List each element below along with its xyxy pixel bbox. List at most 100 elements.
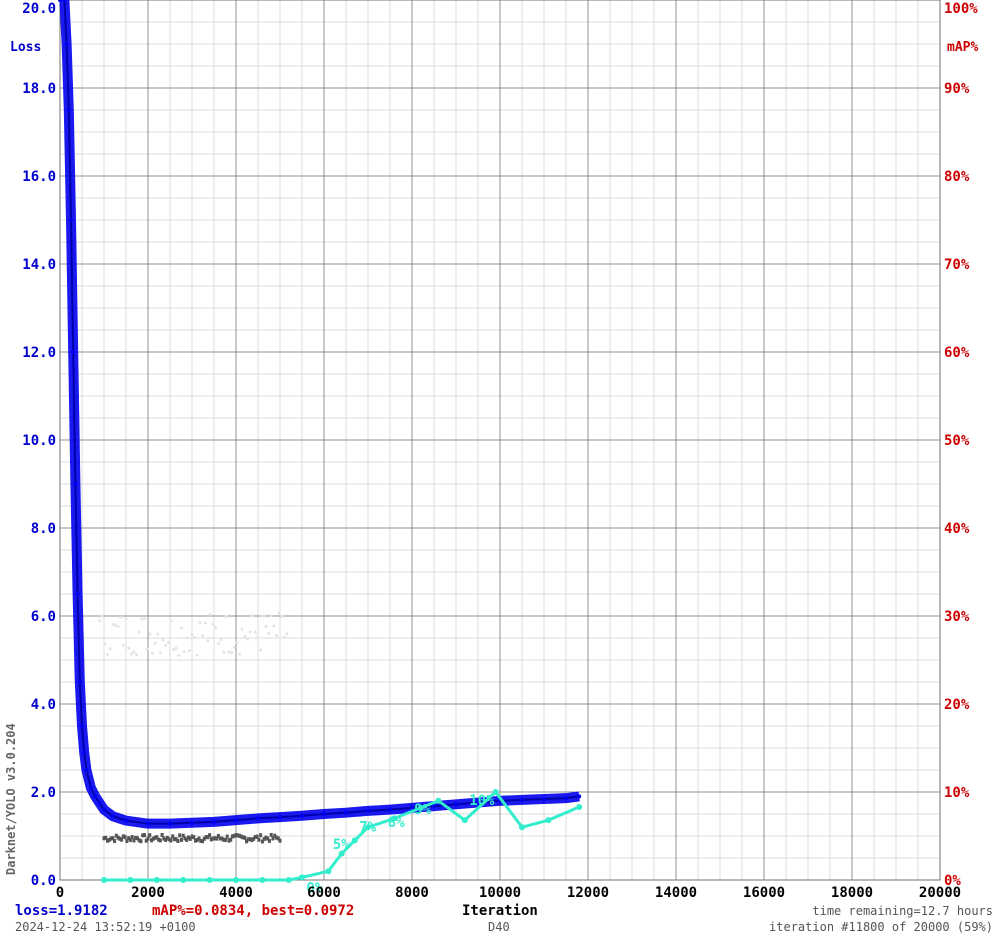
map-point xyxy=(101,877,107,883)
ghost-point xyxy=(199,838,203,843)
ghost-point xyxy=(111,622,115,626)
x-tick-label: 2000 xyxy=(131,885,165,901)
loss-point xyxy=(564,796,568,801)
ghost-point xyxy=(145,647,149,651)
ghost-point xyxy=(232,833,236,838)
loss-point xyxy=(146,821,150,826)
right-axis-ticks: 0% 10% 20% 30% 40% 50% 60% 70% 80% 90% 100% xyxy=(944,1,978,889)
ghost-point xyxy=(253,630,257,634)
ghost-point xyxy=(98,619,102,623)
loss-point xyxy=(82,750,87,755)
ghost-point xyxy=(111,836,115,841)
ghost-point xyxy=(121,834,125,839)
ghost-point xyxy=(260,839,264,844)
tag-label: D40 xyxy=(488,920,510,934)
loss-point xyxy=(278,815,282,820)
ghost-point xyxy=(107,837,111,842)
right-tick-label: 60% xyxy=(944,345,970,361)
ghost-point xyxy=(161,638,165,642)
ghost-point xyxy=(125,838,129,843)
x-tick-label: 14000 xyxy=(655,885,697,901)
ghost-point xyxy=(276,836,280,841)
ghost-point xyxy=(128,837,132,842)
loss-point xyxy=(69,218,73,222)
left-tick-label: 12.0 xyxy=(22,345,56,361)
loss-point xyxy=(97,801,102,805)
ghost-point xyxy=(269,832,273,837)
ghost-point xyxy=(259,833,263,838)
ghost-point xyxy=(215,836,219,841)
map-point xyxy=(153,877,160,883)
left-tick-label: 16.0 xyxy=(22,169,56,185)
ghost-point xyxy=(153,835,157,840)
ghost-point xyxy=(252,836,256,841)
ghost-point xyxy=(245,637,249,641)
ghost-series xyxy=(98,611,289,844)
loss-point xyxy=(577,794,582,799)
ghost-point xyxy=(236,833,240,838)
ghost-point xyxy=(264,624,268,628)
x-tick-label: 4000 xyxy=(219,885,253,901)
ghost-point xyxy=(278,838,282,843)
ghost-point xyxy=(132,838,136,843)
ghost-point xyxy=(124,617,128,621)
ghost-point xyxy=(127,646,131,650)
ghost-point xyxy=(274,633,278,637)
left-tick-label: 14.0 xyxy=(22,257,56,273)
ghost-point xyxy=(245,839,249,844)
loss-line xyxy=(60,0,580,825)
ghost-point xyxy=(239,834,243,839)
ghost-point xyxy=(127,836,131,841)
loss-line-band xyxy=(59,0,580,829)
iteration-readout: iteration #11800 of 20000 (59%) xyxy=(769,920,993,934)
ghost-point xyxy=(213,836,217,841)
right-tick-label: 30% xyxy=(944,609,970,625)
ghost-point xyxy=(282,635,286,639)
ghost-point xyxy=(108,647,112,651)
map-point xyxy=(576,803,583,810)
left-tick-label: 10.0 xyxy=(22,433,56,449)
ghost-point xyxy=(227,838,231,843)
ghost-point xyxy=(211,622,215,626)
ghost-point xyxy=(232,645,236,649)
ghost-point xyxy=(171,834,175,839)
ghost-point xyxy=(193,635,197,639)
ghost-point xyxy=(169,619,173,623)
ghost-point xyxy=(243,634,247,638)
ghost-point xyxy=(179,837,183,842)
right-tick-label: 90% xyxy=(944,81,970,97)
ghost-point xyxy=(137,630,141,634)
left-tick-label: 4.0 xyxy=(31,697,56,713)
x-axis-label: Iteration xyxy=(462,903,538,919)
left-axis-label: Loss xyxy=(10,40,41,55)
ghost-point xyxy=(214,625,218,629)
ghost-point xyxy=(185,837,189,842)
ghost-point xyxy=(172,837,176,842)
loss-point xyxy=(454,802,458,807)
ghost-point xyxy=(223,837,227,842)
ghost-point xyxy=(142,833,146,838)
map-data-label: 10% xyxy=(469,793,495,809)
ghost-point xyxy=(158,651,162,655)
ghost-point xyxy=(104,835,108,840)
map-point xyxy=(435,797,442,804)
left-tick-label: 0.0 xyxy=(31,873,56,889)
loss-point xyxy=(124,818,128,823)
map-data-label: 9% xyxy=(414,802,431,818)
x-tick-label: 12000 xyxy=(567,885,609,901)
ghost-point xyxy=(169,838,173,843)
right-tick-label: 80% xyxy=(944,169,970,185)
ghost-point xyxy=(218,836,222,841)
ghost-point xyxy=(114,833,118,838)
ghost-point xyxy=(109,836,113,841)
ghost-point xyxy=(209,837,213,842)
ghost-point xyxy=(266,836,270,841)
right-tick-label: 70% xyxy=(944,257,970,273)
map-point xyxy=(285,877,292,883)
loss-point xyxy=(58,0,62,2)
ghost-point xyxy=(272,624,276,628)
ghost-point xyxy=(160,832,164,837)
plot-frame xyxy=(59,0,941,881)
ghost-point xyxy=(119,615,123,619)
